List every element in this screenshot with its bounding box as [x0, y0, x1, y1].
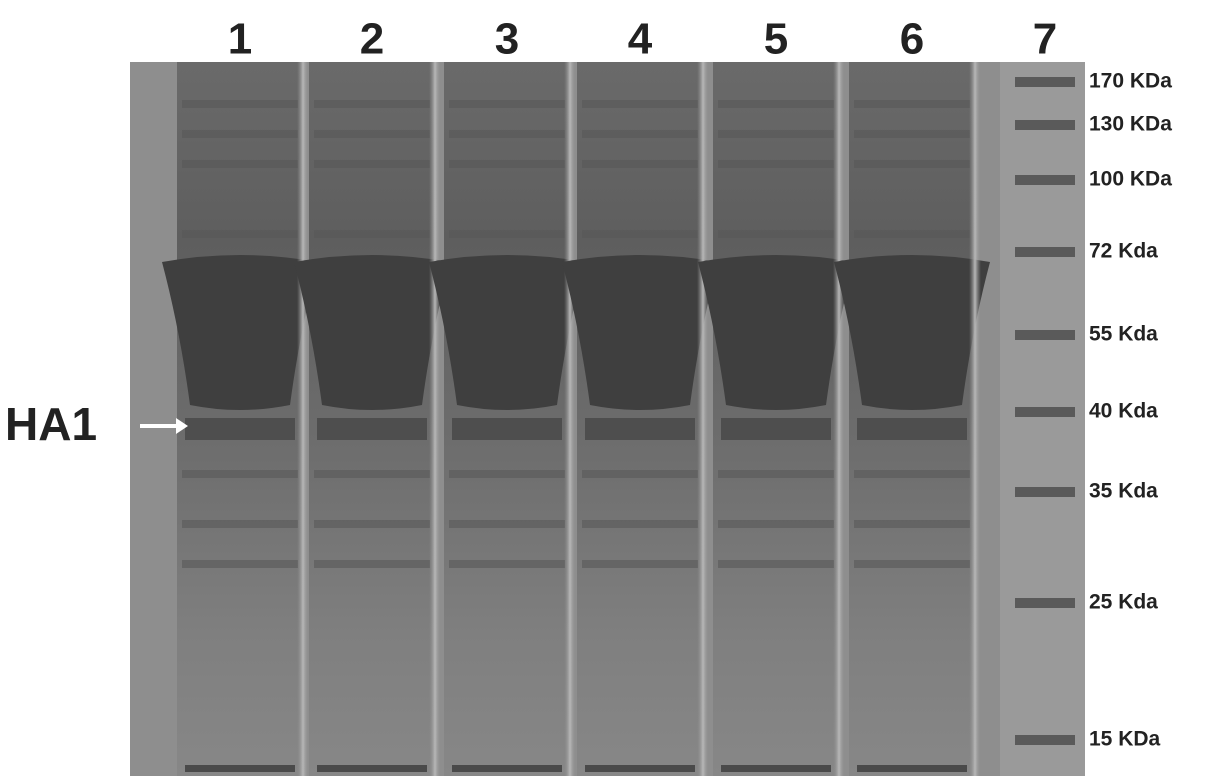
band	[182, 160, 298, 168]
band	[314, 470, 430, 478]
band	[449, 100, 565, 108]
band	[182, 130, 298, 138]
gel-lanes	[162, 62, 1085, 776]
band	[449, 230, 565, 238]
ladder-lane	[1000, 62, 1085, 776]
band	[452, 765, 562, 772]
lane-label: 7	[1033, 15, 1057, 64]
ladder-band	[1015, 735, 1075, 745]
ladder-band	[1015, 598, 1075, 608]
band	[854, 100, 970, 108]
band	[857, 418, 967, 440]
gel-figure: HA1 1 2 3 4 5 6 7 170 KDa 130 KDa 100 KDa 72 Kda 55…	[0, 0, 1223, 776]
ladder-band	[1015, 407, 1075, 417]
lane-label: 5	[764, 15, 788, 64]
band	[718, 160, 834, 168]
lane-separator	[969, 62, 981, 776]
band	[449, 520, 565, 528]
band	[182, 520, 298, 528]
marker-label: 25 Kda	[1089, 591, 1158, 614]
band	[317, 765, 427, 772]
lane-label: 3	[495, 15, 519, 64]
band	[718, 560, 834, 568]
band	[582, 520, 698, 528]
marker-label: 35 Kda	[1089, 480, 1158, 503]
ladder-band	[1015, 77, 1075, 87]
marker-label: 72 Kda	[1089, 240, 1158, 263]
lane-separator	[297, 62, 309, 776]
band	[182, 470, 298, 478]
lane-separator	[429, 62, 441, 776]
band	[854, 560, 970, 568]
lane-separator	[697, 62, 709, 776]
band	[449, 470, 565, 478]
band	[854, 470, 970, 478]
band	[582, 100, 698, 108]
lane-label: 4	[628, 15, 653, 64]
ladder-band	[1015, 247, 1075, 257]
band	[582, 130, 698, 138]
marker-label: 130 KDa	[1089, 113, 1172, 136]
band	[314, 100, 430, 108]
page: {"lanes": ["1", "2", "3", "4", "5", "6",…	[0, 0, 1223, 776]
band	[314, 160, 430, 168]
band	[182, 560, 298, 568]
band	[718, 130, 834, 138]
band	[718, 470, 834, 478]
band	[582, 470, 698, 478]
band	[317, 418, 427, 440]
band	[718, 100, 834, 108]
lane-label: 6	[900, 15, 924, 64]
lane-separator	[833, 62, 845, 776]
lane-label: 2	[360, 15, 384, 64]
band	[582, 230, 698, 238]
band	[854, 160, 970, 168]
band	[182, 100, 298, 108]
band	[314, 230, 430, 238]
lane-separator	[564, 62, 576, 776]
band	[449, 160, 565, 168]
band	[854, 130, 970, 138]
band	[718, 520, 834, 528]
band	[185, 418, 295, 440]
band	[314, 130, 430, 138]
marker-label: 40 Kda	[1089, 400, 1158, 423]
band	[854, 520, 970, 528]
band	[585, 418, 695, 440]
band	[452, 418, 562, 440]
band	[718, 230, 834, 238]
band	[314, 520, 430, 528]
marker-label: 55 Kda	[1089, 323, 1158, 346]
annotation-label: HA1	[5, 398, 97, 450]
ladder-band	[1015, 487, 1075, 497]
band	[585, 765, 695, 772]
band	[449, 560, 565, 568]
band	[182, 230, 298, 238]
ladder-band	[1015, 120, 1075, 130]
marker-label: 170 KDa	[1089, 70, 1172, 93]
lane-label: 1	[228, 15, 252, 64]
band	[449, 130, 565, 138]
band	[857, 765, 967, 772]
band	[314, 560, 430, 568]
ladder-band	[1015, 330, 1075, 340]
band	[721, 418, 831, 440]
band	[854, 230, 970, 238]
marker-label: 15 KDa	[1089, 728, 1161, 751]
band	[582, 160, 698, 168]
marker-label: 100 KDa	[1089, 168, 1172, 191]
band	[582, 560, 698, 568]
ladder-band	[1015, 175, 1075, 185]
band	[185, 765, 295, 772]
band	[721, 765, 831, 772]
